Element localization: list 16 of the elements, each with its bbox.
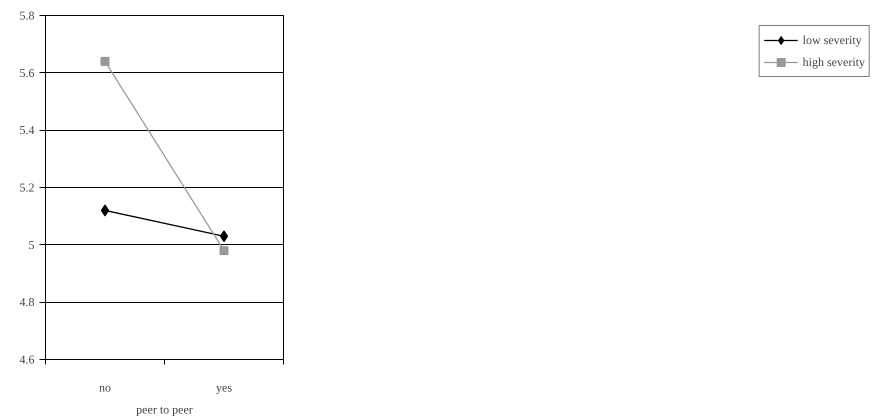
y-tick-label: 4.8 [20, 295, 34, 310]
legend-label: high severity [802, 54, 865, 70]
x-axis-title: peer to peer [136, 402, 193, 416]
x-tick-label: no [99, 380, 111, 394]
y-tick-label: 5.8 [20, 8, 34, 22]
point [100, 204, 110, 216]
point [220, 230, 228, 242]
y-tick-label: 4.6 [20, 352, 34, 366]
y-tick-label: 5.6 [20, 66, 34, 80]
point [100, 56, 110, 66]
point [220, 246, 228, 256]
y-tick-label: 5.4 [20, 123, 34, 138]
x-tick-label: yes [216, 380, 232, 394]
legend-label: low severity [802, 32, 862, 48]
y-tick-label: 5.2 [20, 180, 34, 194]
y-tick-label: 5 [28, 238, 34, 252]
